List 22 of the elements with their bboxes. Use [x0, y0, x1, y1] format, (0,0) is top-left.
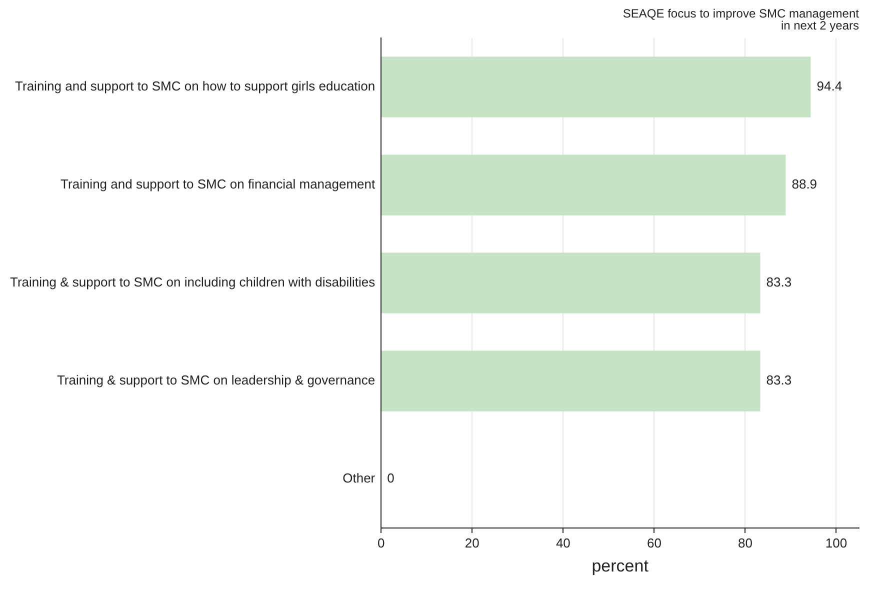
- y-tick-label: Training and support to SMC on how to support girls education: [15, 78, 376, 94]
- data-label: 88.9: [792, 176, 818, 192]
- bar: [382, 350, 760, 412]
- bar: [382, 154, 786, 216]
- bar: [382, 56, 811, 118]
- data-label: 0: [387, 470, 394, 486]
- x-tick-label: 100: [825, 535, 848, 550]
- y-tick-label: Training & support to SMC on including children with disabilities: [10, 274, 376, 290]
- data-label: 83.3: [766, 274, 792, 290]
- x-axis-title: percent: [592, 556, 649, 576]
- y-tick-label: Training & support to SMC on leadership & governance: [56, 372, 376, 388]
- data-label: 94.4: [816, 78, 842, 94]
- x-tick-label: 80: [738, 535, 752, 550]
- x-tick-label: 40: [556, 535, 570, 550]
- text: SEAQE focus to improve SMC management: [622, 6, 859, 20]
- x-tick-label: 0: [378, 535, 385, 550]
- x-tick-label: 20: [464, 535, 480, 550]
- y-tick-label: Training and support to SMC on financial management: [60, 176, 376, 192]
- x-tick-label: 60: [646, 535, 662, 550]
- y-tick-label: Other: [342, 470, 376, 486]
- bar: [382, 252, 760, 314]
- data-label: 83.3: [766, 372, 792, 388]
